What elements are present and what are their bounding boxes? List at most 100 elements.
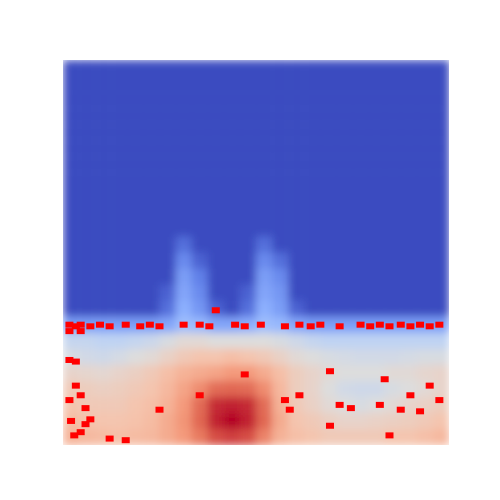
heatmap-cell xyxy=(417,108,434,125)
heatmap-cell xyxy=(336,317,353,334)
heatmap-cell xyxy=(224,285,241,302)
heatmap-cell xyxy=(240,349,257,366)
heatmap-cell xyxy=(369,285,386,302)
heatmap-cell xyxy=(63,333,80,350)
heatmap-cell xyxy=(272,220,289,237)
heatmap-cell xyxy=(143,108,160,125)
highlight-point xyxy=(196,392,204,398)
heatmap-cell xyxy=(224,381,241,398)
heatmap-cell xyxy=(240,429,257,445)
heatmap-cell xyxy=(288,236,305,253)
heatmap-cell xyxy=(95,253,112,270)
heatmap-cell xyxy=(304,349,321,366)
heatmap-cell xyxy=(160,285,177,302)
heatmap-cell xyxy=(353,333,370,350)
heatmap-cell xyxy=(63,236,80,253)
heatmap-cell xyxy=(95,333,112,350)
heatmap-cell xyxy=(288,285,305,302)
heatmap-cell xyxy=(401,220,418,237)
heatmap-cell xyxy=(63,220,80,237)
heatmap-cell xyxy=(256,108,273,125)
heatmap-cell xyxy=(111,108,128,125)
heatmap-cell xyxy=(143,172,160,189)
heatmap-cell xyxy=(433,172,449,189)
heatmap-cell xyxy=(224,269,241,286)
heatmap-cell xyxy=(417,188,434,205)
highlight-point xyxy=(67,418,75,424)
heatmap-cell xyxy=(208,333,225,350)
heatmap-cell xyxy=(127,317,144,334)
heatmap-cell xyxy=(304,397,321,414)
highlight-point xyxy=(397,407,405,413)
highlight-point xyxy=(416,408,424,414)
highlight-point xyxy=(136,323,144,329)
heatmap-cell xyxy=(143,413,160,430)
heatmap-cell xyxy=(433,236,449,253)
heatmap-cell xyxy=(160,220,177,237)
heatmap-cell xyxy=(320,285,337,302)
heatmap-cell xyxy=(272,317,289,334)
heatmap-cell xyxy=(192,236,209,253)
plot-area xyxy=(63,60,449,445)
heatmap-cell xyxy=(272,333,289,350)
heatmap-cell xyxy=(208,253,225,270)
heatmap-cell xyxy=(256,124,273,141)
heatmap-cell xyxy=(192,349,209,366)
highlight-point xyxy=(122,437,130,443)
heatmap-cell xyxy=(143,92,160,109)
heatmap-cell xyxy=(433,397,449,414)
heatmap-cell xyxy=(240,156,257,173)
heatmap-cell xyxy=(240,317,257,334)
heatmap-cell xyxy=(192,397,209,414)
heatmap-cell xyxy=(143,220,160,237)
heatmap-cell xyxy=(272,349,289,366)
highlight-point xyxy=(65,328,73,334)
heatmap-cell xyxy=(79,333,96,350)
heatmap-cell xyxy=(176,413,193,430)
heatmap-cell xyxy=(417,397,434,414)
heatmap-cell xyxy=(385,76,402,93)
heatmap-cell xyxy=(240,285,257,302)
heatmap-cell xyxy=(240,172,257,189)
heatmap-cell xyxy=(417,92,434,109)
heatmap-cell xyxy=(256,429,273,445)
highlight-point xyxy=(82,405,90,411)
highlight-point xyxy=(385,323,393,329)
heatmap-cell xyxy=(288,204,305,221)
heatmap-cell xyxy=(208,204,225,221)
heatmap-cell xyxy=(79,108,96,125)
heatmap-cell xyxy=(369,301,386,318)
heatmap-cell xyxy=(160,236,177,253)
highlight-point xyxy=(435,397,443,403)
heatmap-cell xyxy=(385,269,402,286)
highlight-point xyxy=(86,323,94,329)
heatmap-cell xyxy=(353,236,370,253)
heatmap-cell xyxy=(176,301,193,318)
heatmap-cell xyxy=(208,285,225,302)
heatmap-cell xyxy=(111,301,128,318)
heatmap-cell xyxy=(304,285,321,302)
heatmap-cell xyxy=(288,381,305,398)
heatmap-cell xyxy=(160,172,177,189)
highlight-point xyxy=(326,368,334,374)
heatmap-cell xyxy=(353,301,370,318)
heatmap-cell xyxy=(79,172,96,189)
heatmap-cell xyxy=(127,76,144,93)
heatmap-cell xyxy=(176,236,193,253)
heatmap-cell xyxy=(369,124,386,141)
heatmap-cell xyxy=(320,269,337,286)
heatmap-cell xyxy=(433,140,449,157)
heatmap-cell xyxy=(369,269,386,286)
heatmap-cell xyxy=(176,156,193,173)
highlight-point xyxy=(205,323,213,329)
heatmap-cell xyxy=(208,301,225,318)
heatmap-cell xyxy=(79,413,96,430)
heatmap-cell xyxy=(208,236,225,253)
heatmap-cell xyxy=(95,124,112,141)
heatmap-cell xyxy=(192,76,209,93)
heatmap-cell xyxy=(160,140,177,157)
heatmap-cell xyxy=(385,156,402,173)
heatmap-cell xyxy=(353,172,370,189)
heatmap-cell xyxy=(433,269,449,286)
heatmap-cell xyxy=(127,188,144,205)
